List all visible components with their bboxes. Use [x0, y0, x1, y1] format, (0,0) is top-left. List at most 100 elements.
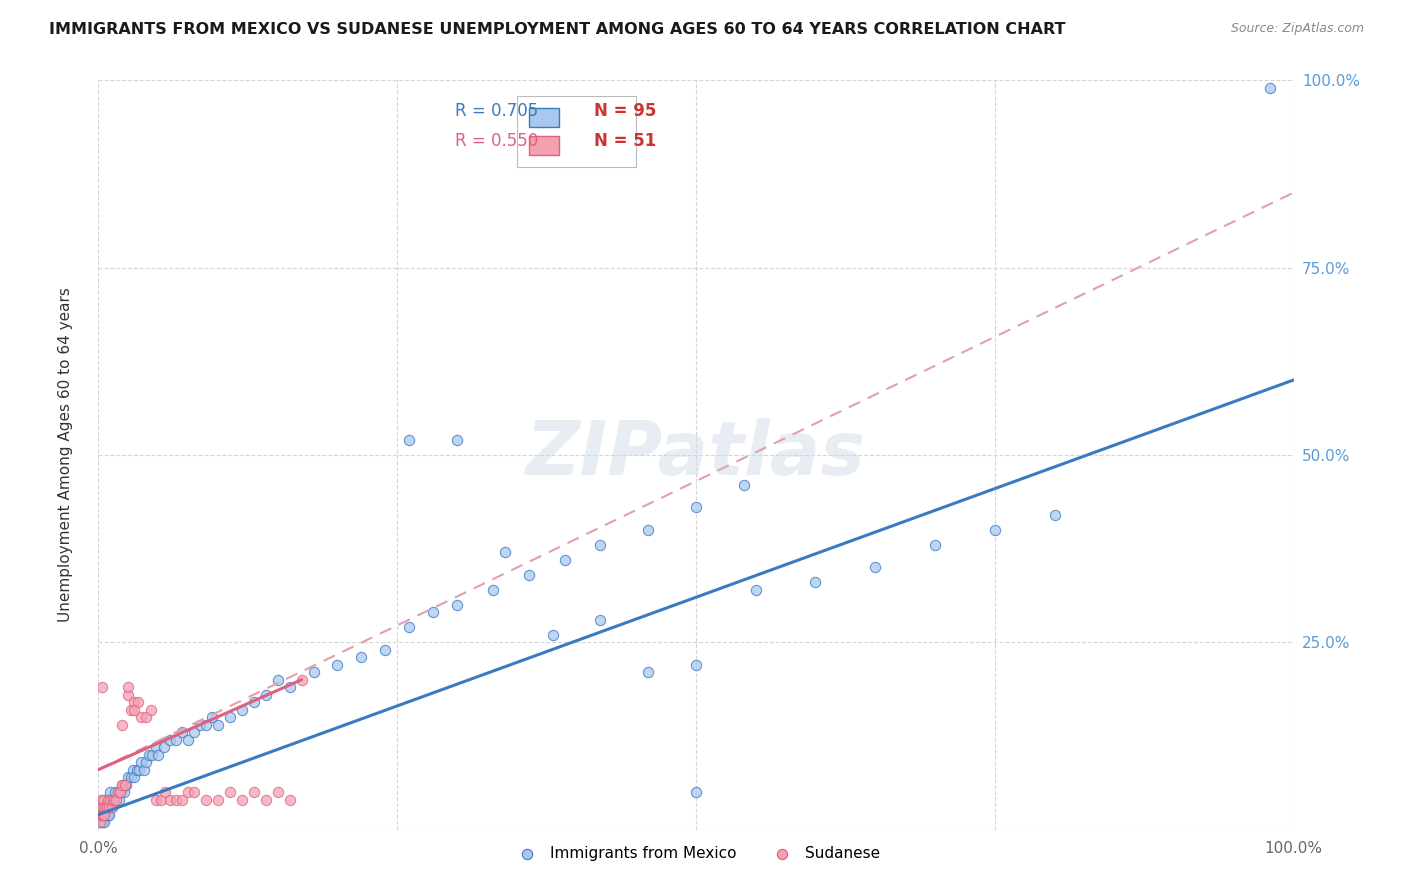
Point: [267, 785, 290, 799]
Point: [115, 778, 138, 792]
Point: [103, 792, 125, 806]
Point: [91, 680, 114, 694]
Point: [177, 785, 200, 799]
Point: [89, 815, 111, 830]
Point: [108, 785, 131, 799]
Point: [984, 523, 1007, 537]
Point: [114, 778, 136, 792]
Y-axis label: Unemployment Among Ages 60 to 64 years: Unemployment Among Ages 60 to 64 years: [59, 287, 73, 623]
Point: [96, 807, 118, 822]
Point: [91, 800, 114, 814]
Point: [105, 792, 128, 806]
Point: [446, 598, 468, 612]
Point: [183, 725, 205, 739]
Point: [93, 807, 115, 822]
Point: [243, 695, 266, 709]
Point: [96, 800, 118, 814]
Point: [165, 792, 187, 806]
Point: [101, 792, 124, 806]
Point: [93, 815, 115, 830]
Point: [685, 785, 707, 799]
Point: [145, 740, 167, 755]
Point: [93, 800, 115, 814]
Point: [97, 807, 120, 822]
Point: [155, 785, 177, 799]
Point: [172, 725, 194, 739]
Point: [374, 642, 396, 657]
Point: [107, 785, 129, 799]
Text: N = 51: N = 51: [595, 132, 657, 150]
Point: [107, 785, 129, 799]
Point: [97, 792, 120, 806]
Point: [278, 680, 301, 694]
Point: [219, 785, 242, 799]
Point: [350, 650, 373, 665]
Point: [1258, 80, 1281, 95]
Point: [98, 785, 122, 799]
Point: [267, 673, 290, 687]
Point: [398, 620, 420, 634]
Point: [637, 665, 659, 680]
Point: [91, 807, 114, 822]
Point: [112, 785, 135, 799]
Point: [207, 792, 229, 806]
Point: [124, 703, 146, 717]
Point: [103, 792, 125, 806]
Point: [117, 680, 139, 694]
Point: [91, 792, 114, 806]
Point: [124, 770, 146, 784]
Point: [589, 613, 612, 627]
Point: [138, 747, 160, 762]
Point: [89, 807, 111, 822]
Point: [254, 688, 277, 702]
Point: [91, 800, 114, 814]
Point: [745, 582, 768, 597]
Point: [685, 657, 707, 672]
Point: [98, 800, 121, 814]
Point: [101, 792, 124, 806]
Point: [90, 815, 112, 830]
Point: [122, 763, 145, 777]
Text: R = 0.550: R = 0.550: [454, 132, 538, 150]
Point: [100, 800, 122, 814]
Point: [254, 792, 277, 806]
Point: [114, 778, 136, 792]
Point: [120, 770, 142, 784]
Point: [231, 792, 253, 806]
Point: [188, 717, 211, 731]
Point: [131, 710, 153, 724]
Text: ZIPatlas: ZIPatlas: [526, 418, 866, 491]
Point: [90, 807, 112, 822]
Point: [481, 582, 505, 597]
Point: [111, 717, 134, 731]
Point: [91, 815, 114, 830]
Point: [177, 732, 200, 747]
Point: [94, 800, 117, 814]
Point: [195, 717, 218, 731]
Point: [90, 807, 112, 822]
Point: [98, 800, 121, 814]
Point: [100, 800, 122, 814]
Point: [111, 778, 134, 792]
Point: [685, 500, 707, 515]
Point: [541, 628, 564, 642]
Text: R = 0.705: R = 0.705: [454, 103, 538, 120]
Point: [110, 785, 132, 799]
Point: [128, 763, 150, 777]
Point: [135, 755, 157, 769]
Point: [494, 545, 516, 559]
Point: [326, 657, 349, 672]
Point: [91, 800, 114, 814]
Point: [139, 703, 162, 717]
Point: [105, 792, 128, 806]
Point: [243, 785, 266, 799]
Point: [733, 478, 755, 492]
Point: [120, 703, 142, 717]
Point: [98, 807, 121, 822]
Point: [159, 792, 181, 806]
Point: [97, 792, 120, 806]
Point: [111, 778, 134, 792]
Point: [422, 605, 444, 619]
Point: [153, 740, 176, 755]
Point: [89, 800, 111, 814]
